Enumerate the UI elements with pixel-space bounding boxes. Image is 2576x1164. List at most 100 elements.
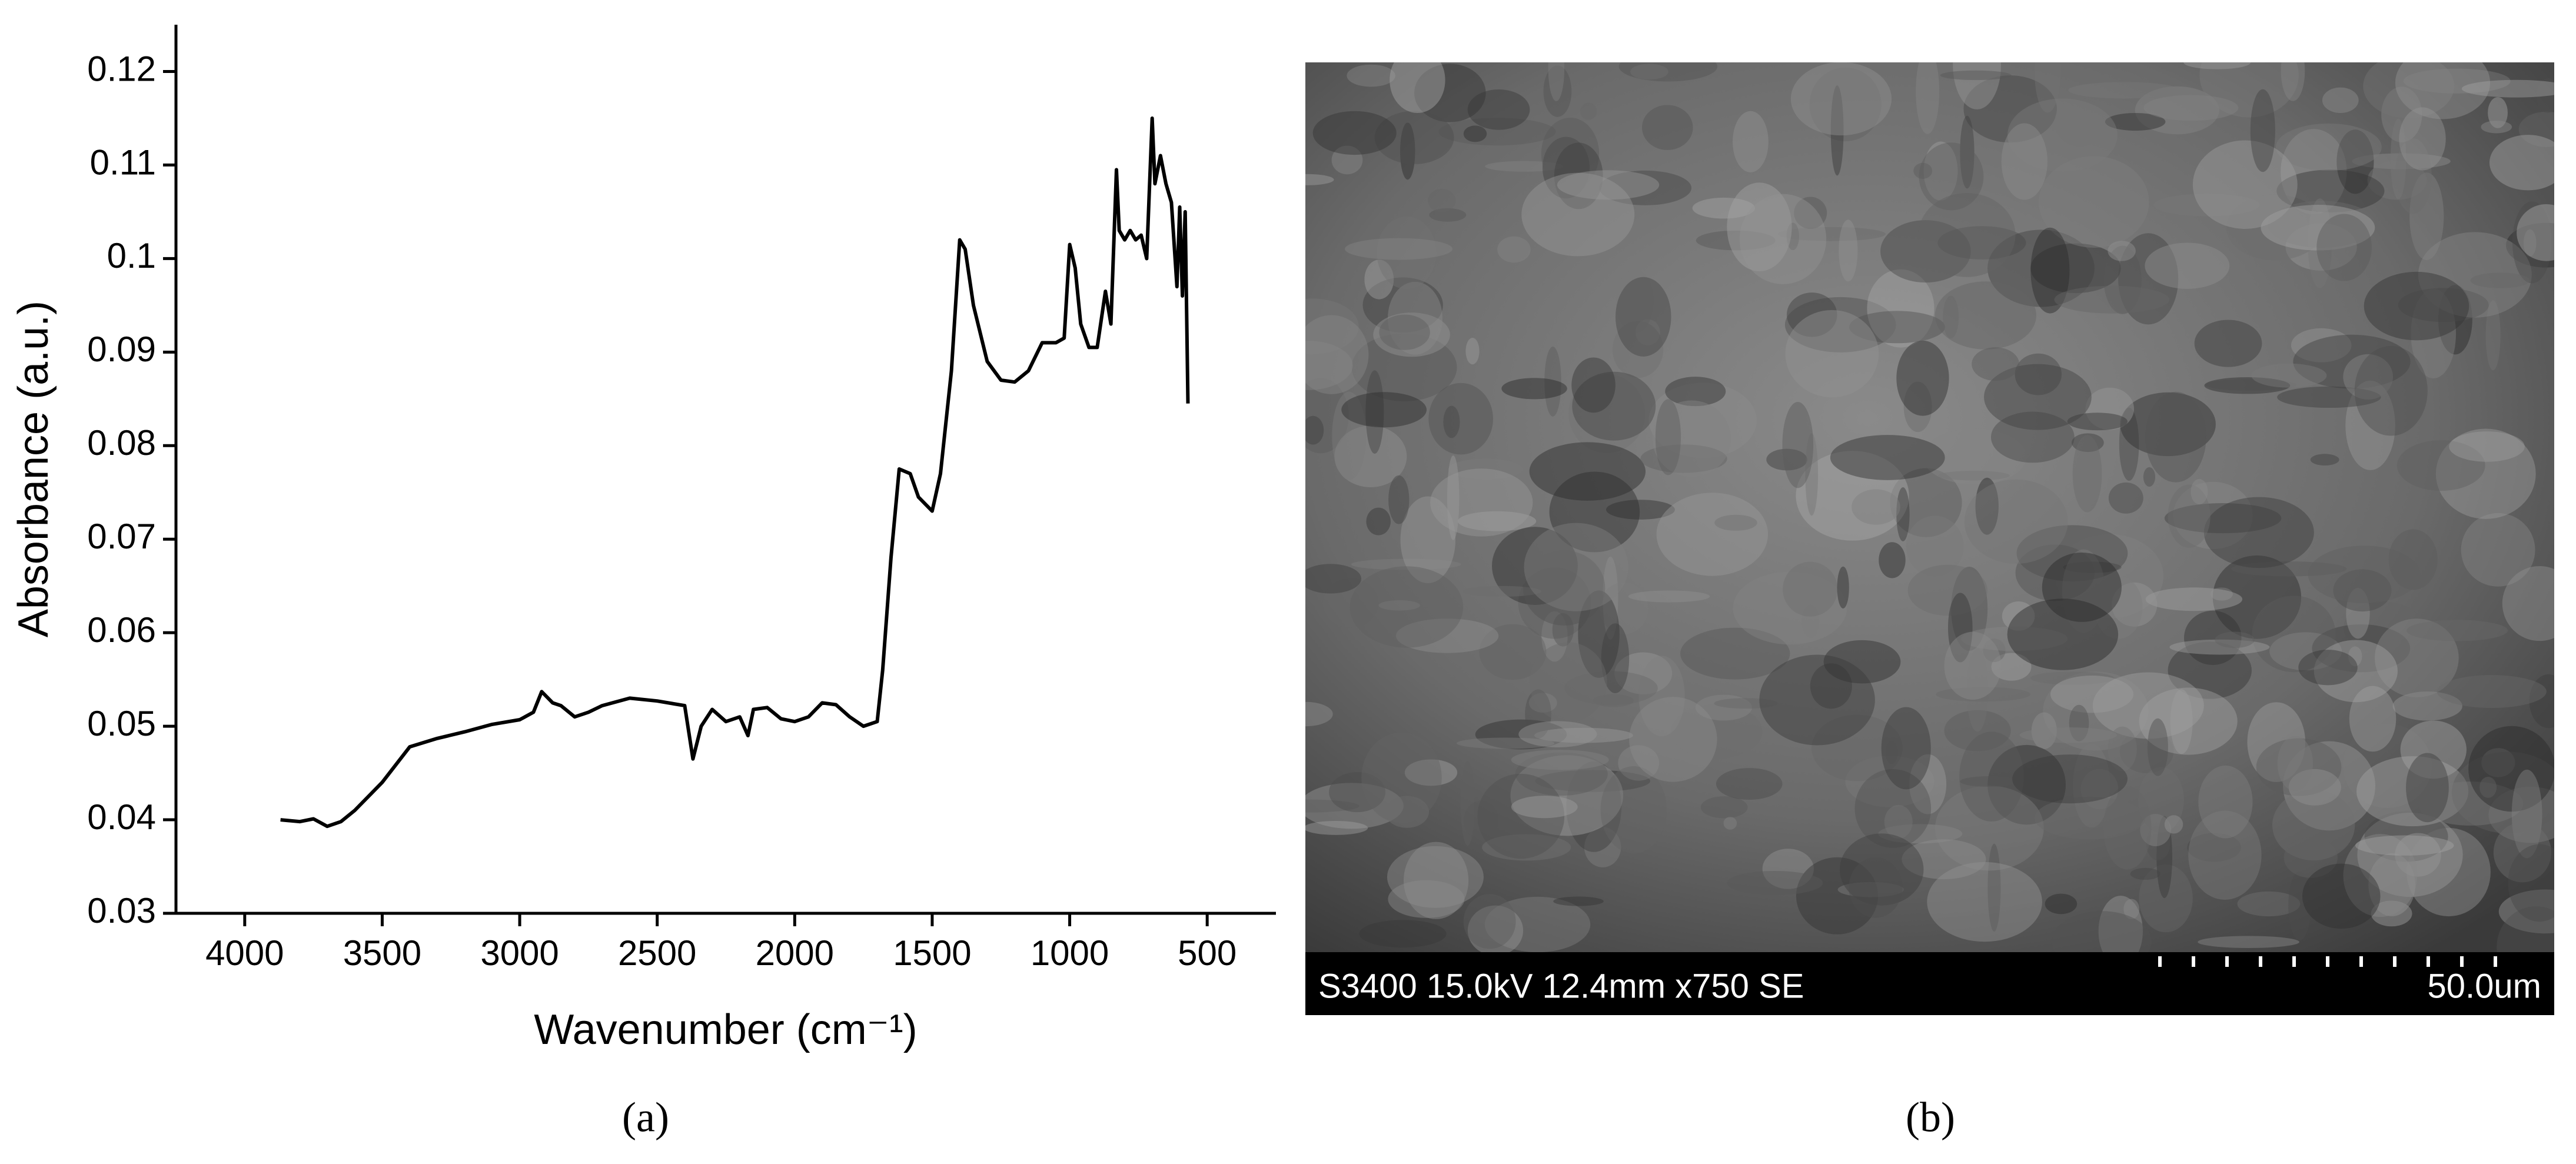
sem-feature bbox=[1794, 197, 1827, 230]
sem-feature bbox=[2108, 241, 2136, 261]
sem-feature bbox=[2145, 391, 2206, 483]
sem-feature bbox=[2288, 871, 2311, 940]
sem-feature bbox=[1785, 310, 1879, 398]
sem-feature bbox=[2398, 288, 2489, 322]
sem-feature bbox=[2493, 822, 2552, 883]
sem-feature bbox=[2355, 835, 2454, 856]
sem-feature bbox=[1305, 701, 1333, 727]
sem-feature bbox=[1937, 226, 2026, 260]
sem-feature bbox=[1733, 111, 1769, 172]
sem-feature bbox=[1362, 277, 1443, 333]
sem-feature bbox=[1379, 314, 1430, 350]
sem-feature bbox=[1714, 698, 1778, 709]
sem-feature bbox=[2409, 172, 2444, 260]
sem-feature bbox=[1578, 590, 1620, 678]
sem-feature bbox=[2156, 816, 2172, 899]
sem-feature bbox=[2120, 392, 2216, 457]
sem-feature bbox=[2055, 534, 2164, 618]
sem-feature bbox=[1896, 487, 1910, 541]
sem-feature bbox=[1896, 340, 1949, 416]
y-tick-label: 0.06 bbox=[87, 610, 156, 650]
sem-feature bbox=[1655, 399, 1681, 475]
sem-feature bbox=[2276, 169, 2385, 212]
sem-feature bbox=[1935, 786, 2044, 871]
sem-feature bbox=[2118, 233, 2179, 325]
sem-feature bbox=[1364, 260, 1394, 300]
sem-feature bbox=[1615, 277, 1671, 357]
sem-feature bbox=[2512, 201, 2552, 284]
sem-feature bbox=[1696, 230, 1776, 251]
sem-feature bbox=[1345, 238, 1453, 260]
sem-feature bbox=[1448, 458, 1523, 480]
x-tick-label: 2500 bbox=[618, 933, 696, 973]
sem-feature bbox=[2281, 129, 2347, 215]
sem-feature bbox=[1351, 333, 1457, 401]
sem-feature bbox=[2168, 484, 2211, 548]
sem-feature bbox=[2396, 440, 2485, 491]
sem-feature bbox=[2050, 675, 2134, 713]
sem-feature bbox=[2035, 62, 2061, 113]
sem-feature bbox=[1492, 527, 1578, 605]
sem-feature bbox=[1635, 319, 1660, 345]
sem-feature bbox=[1885, 741, 1898, 764]
y-tick-label: 0.11 bbox=[90, 142, 156, 182]
sem-feature bbox=[1518, 721, 1597, 747]
panel-label: (a) bbox=[622, 1094, 669, 1141]
sem-feature bbox=[1759, 654, 1875, 746]
sem-feature bbox=[2470, 272, 2530, 288]
sem-feature bbox=[2183, 62, 2251, 69]
sem-feature bbox=[2308, 198, 2332, 288]
sem-feature bbox=[1463, 125, 1487, 142]
sem-feature bbox=[1972, 347, 2019, 381]
sem-feature bbox=[1652, 400, 1731, 477]
x-tick-label: 500 bbox=[1178, 933, 1237, 973]
sem-feature bbox=[2312, 624, 2411, 673]
sem-feature bbox=[2252, 596, 2336, 673]
sem-feature bbox=[2508, 844, 2554, 922]
sem-feature bbox=[1400, 496, 1456, 584]
sem-feature bbox=[1329, 772, 1386, 813]
sem-feature bbox=[1990, 411, 2075, 463]
sem-feature bbox=[1867, 269, 1935, 348]
sem-feature bbox=[2030, 243, 2121, 294]
sem-feature bbox=[2199, 62, 2299, 118]
sem-feature bbox=[2268, 201, 2376, 248]
sem-feature bbox=[1938, 470, 2010, 481]
sem-feature bbox=[1535, 770, 1651, 792]
sem-feature bbox=[2293, 334, 2411, 389]
sem-feature bbox=[1467, 89, 1530, 130]
sem-feature bbox=[1727, 182, 1792, 272]
sem-feature bbox=[1727, 870, 1823, 896]
sem-feature bbox=[1599, 582, 1648, 634]
sem-feature bbox=[2390, 118, 2407, 199]
sem-feature bbox=[2052, 911, 2152, 952]
sem-feature bbox=[1438, 118, 1556, 146]
sem-feature bbox=[1762, 849, 1814, 889]
sem-feature bbox=[2502, 566, 2554, 641]
sem-feature bbox=[1629, 697, 1717, 782]
sem-feature bbox=[1961, 626, 2068, 651]
sem-feature bbox=[2198, 936, 2299, 948]
sem-feature bbox=[1361, 732, 1442, 823]
sem-feature bbox=[2001, 123, 2047, 200]
sem-feature bbox=[2062, 549, 2105, 633]
sem-feature bbox=[2188, 810, 2262, 900]
sem-feature bbox=[2261, 204, 2375, 251]
sem-info-bar bbox=[1305, 952, 2554, 1015]
sem-feature bbox=[2517, 204, 2554, 261]
sem-feature bbox=[1322, 578, 1379, 628]
sem-feature bbox=[2226, 194, 2324, 261]
sem-feature bbox=[1700, 796, 1748, 819]
sem-feature bbox=[2348, 646, 2362, 667]
sem-feature bbox=[1385, 796, 1430, 828]
sem-feature bbox=[2518, 111, 2554, 147]
sem-feature bbox=[1365, 370, 1384, 454]
sem-feature bbox=[1388, 281, 1442, 355]
sem-feature bbox=[1566, 761, 1622, 852]
sem-feature bbox=[1457, 511, 1537, 531]
sem-feature bbox=[2016, 525, 2128, 581]
sem-feature bbox=[1305, 298, 1359, 354]
sem-feature bbox=[2203, 497, 2314, 568]
sem-feature bbox=[1680, 627, 1790, 680]
sem-feature bbox=[1670, 704, 1763, 759]
